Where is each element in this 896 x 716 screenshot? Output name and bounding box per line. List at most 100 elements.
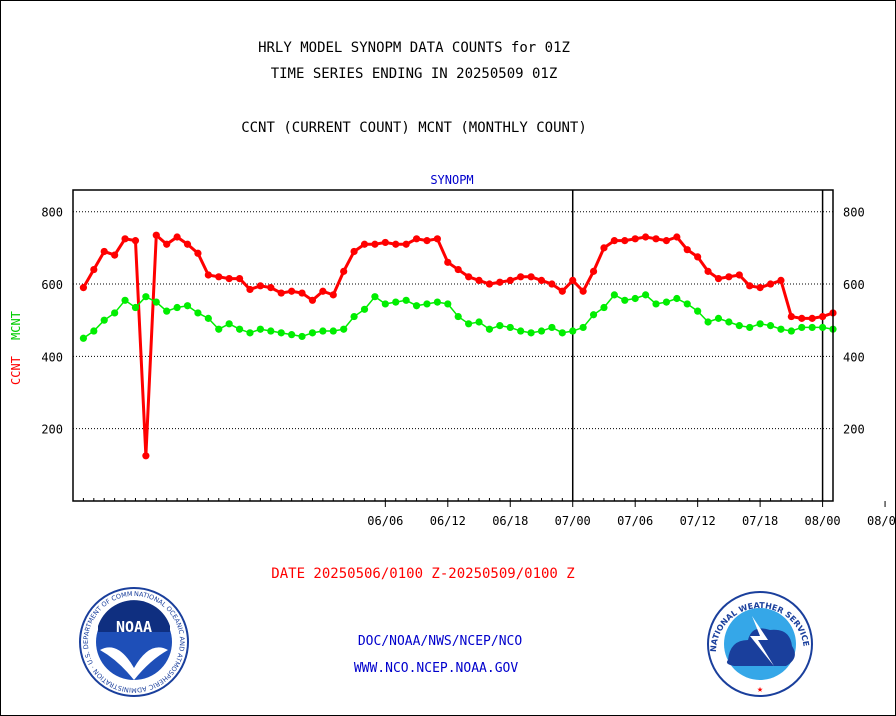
data-point-mcnt: [569, 327, 577, 335]
data-point-ccnt: [725, 273, 733, 281]
y-axis-label-mcnt: MCNT: [9, 311, 23, 340]
data-point-ccnt: [652, 235, 660, 243]
data-point-ccnt: [329, 291, 337, 299]
data-point-ccnt: [308, 296, 317, 304]
x-tick-label: 08/00: [805, 514, 841, 528]
data-point-ccnt: [173, 233, 181, 241]
data-point-ccnt: [506, 276, 514, 285]
data-point-mcnt: [798, 323, 806, 332]
data-point-ccnt: [642, 233, 650, 241]
data-point-ccnt: [204, 271, 212, 279]
data-point-mcnt: [673, 294, 681, 303]
data-point-ccnt: [485, 280, 494, 288]
noaa-logo-text: NOAA: [116, 618, 152, 636]
data-point-ccnt: [777, 276, 785, 285]
data-point-mcnt: [225, 320, 233, 328]
data-point-ccnt: [319, 287, 327, 295]
series-layer: [79, 231, 837, 460]
data-point-mcnt: [642, 291, 650, 299]
data-point-ccnt: [433, 235, 441, 243]
chart-title-line2: TIME SERIES ENDING IN 20250509 01Z: [271, 66, 558, 82]
data-point-ccnt: [787, 312, 795, 321]
data-point-ccnt: [465, 273, 473, 281]
data-point-mcnt: [381, 300, 389, 308]
data-point-mcnt: [496, 322, 504, 330]
data-point-mcnt: [423, 300, 431, 308]
data-point-mcnt: [621, 296, 629, 304]
data-point-mcnt: [610, 291, 618, 299]
data-point-mcnt: [746, 323, 754, 332]
data-point-mcnt: [735, 322, 743, 330]
data-point-ccnt: [215, 273, 223, 281]
data-point-mcnt: [277, 329, 285, 337]
data-point-ccnt: [808, 314, 816, 322]
data-point-ccnt: [111, 251, 119, 259]
data-point-mcnt: [246, 329, 254, 337]
data-point-ccnt: [673, 233, 681, 241]
data-point-mcnt: [777, 325, 785, 333]
data-point-ccnt: [735, 271, 743, 279]
data-point-mcnt: [371, 293, 379, 301]
data-point-ccnt: [527, 273, 535, 281]
data-point-mcnt: [756, 320, 764, 328]
data-point-ccnt: [704, 267, 712, 275]
data-point-mcnt: [537, 327, 546, 335]
data-point-ccnt: [163, 240, 171, 248]
data-point-ccnt: [277, 289, 285, 297]
data-point-ccnt: [340, 267, 348, 275]
data-point-mcnt: [163, 307, 171, 315]
data-point-ccnt: [235, 274, 244, 283]
data-point-ccnt: [402, 240, 410, 248]
x-tick-label: 06/12: [430, 514, 466, 528]
axis-layer: 200 200 400 400 600 600 800 800 06/06 06/12 06/18 0…: [41, 206, 896, 528]
data-point-ccnt: [183, 240, 192, 248]
chart-title-line1: HRLY MODEL SYNOPM DATA COUNTS for 01Z: [258, 40, 570, 56]
data-point-ccnt: [298, 289, 306, 297]
link-doc-noaa[interactable]: DOC/NOAA/NWS/NCEP/NCO: [358, 634, 523, 649]
data-point-mcnt: [808, 323, 816, 332]
data-point-mcnt: [548, 323, 556, 332]
data-point-mcnt: [600, 303, 608, 312]
data-point-ccnt: [683, 246, 691, 254]
data-point-mcnt: [433, 298, 441, 306]
data-point-mcnt: [725, 318, 733, 326]
x-tick-label: 07/18: [742, 514, 778, 528]
y-tick-label-left: 400: [41, 350, 63, 364]
plot-area-border: [72, 189, 834, 502]
data-point-mcnt: [79, 334, 88, 342]
y-tick-label-right: 200: [843, 423, 865, 437]
data-point-mcnt: [121, 296, 129, 304]
link-nco-website[interactable]: WWW.NCO.NCEP.NOAA.GOV: [354, 661, 519, 676]
panel-title: SYNOPM: [430, 173, 473, 187]
data-point-mcnt: [766, 322, 775, 330]
data-point-ccnt: [360, 240, 369, 248]
data-point-mcnt: [235, 325, 244, 333]
data-point-ccnt: [423, 237, 431, 245]
data-point-ccnt: [267, 284, 275, 292]
y-tick-label-right: 400: [843, 350, 865, 364]
data-point-ccnt: [548, 280, 556, 288]
data-point-mcnt: [267, 327, 275, 335]
data-point-ccnt: [537, 276, 546, 285]
data-point-mcnt: [173, 303, 181, 312]
data-point-mcnt: [256, 325, 264, 333]
data-point-mcnt: [329, 327, 337, 335]
data-point-ccnt: [392, 240, 400, 248]
data-point-ccnt: [766, 280, 775, 288]
data-point-mcnt: [194, 309, 202, 317]
nws-logo: NATIONAL WEATHER SERVICE ★: [707, 591, 813, 697]
data-point-ccnt: [517, 273, 525, 281]
data-point-mcnt: [818, 323, 827, 332]
data-point-ccnt: [131, 237, 140, 245]
data-point-ccnt: [798, 314, 806, 322]
data-point-ccnt: [756, 284, 764, 292]
data-point-ccnt: [746, 282, 754, 290]
noaa-logo: NOAA NATIONAL OCEANIC AND ATMOSPHERIC AD…: [0, 0, 189, 697]
x-tick-label: 06/18: [492, 514, 528, 528]
data-point-ccnt: [90, 265, 98, 274]
y-tick-label-right: 800: [843, 206, 865, 220]
data-point-mcnt: [350, 312, 358, 321]
data-point-mcnt: [694, 307, 702, 315]
data-point-mcnt: [465, 320, 473, 328]
